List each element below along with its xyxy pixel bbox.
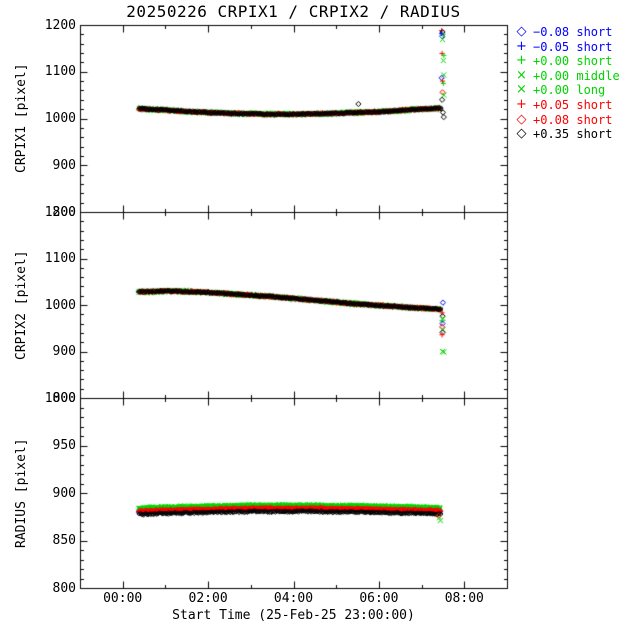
y-tick-label: 950 (52, 438, 76, 453)
y-tick-label: 1000 (44, 297, 76, 313)
legend-item: ◇ −0.08 short (513, 24, 613, 40)
legend-marker-cross-icon: × (516, 67, 527, 83)
x-tick-label: 02:00 (188, 591, 228, 606)
legend-marker-cross-icon: × (516, 82, 527, 98)
legend-label: −0.08 short (533, 25, 613, 39)
legend-label: +0.00 long (533, 83, 606, 98)
y-tick-label: 900 (52, 157, 76, 173)
legend-item: × +0.00 middle (513, 68, 620, 83)
y-tick-label: 900 (52, 344, 76, 359)
legend-label: +0.00 middle (533, 68, 620, 83)
legend-marker-plus-icon: + (516, 53, 527, 69)
legend-label: +0.00 short (533, 54, 613, 69)
x-tick-label: 06:00 (359, 591, 399, 606)
legend-marker-diamond-icon: ◇ (516, 126, 527, 142)
legend-label: +0.08 short (533, 112, 613, 127)
y-tick-label: 800 (52, 390, 76, 406)
y-tick-label: 800 (52, 204, 76, 220)
x-tick-label: 04:00 (273, 591, 314, 606)
y-tick-label: 850 (52, 533, 76, 548)
legend-label: −0.05 short (533, 39, 613, 54)
legend-marker-plus-icon: + (516, 97, 527, 112)
legend-marker-plus-icon: + (516, 38, 527, 54)
y-tick-label: 800 (52, 580, 76, 596)
y-tick-label: 1100 (44, 64, 76, 80)
y-tick-label: 1200 (44, 204, 76, 220)
legend-item: × +0.00 long (513, 83, 605, 98)
legend-item: ◇ +0.08 short (513, 111, 613, 127)
y-tick-label: 1200 (44, 17, 76, 33)
legend-item: + +0.00 short (513, 54, 612, 69)
y-tick-label: 1100 (44, 251, 76, 266)
legend-item: + +0.05 short (513, 98, 612, 113)
legend-label: +0.35 short (533, 127, 613, 142)
legend-item: ◇ +0.35 short (513, 126, 613, 142)
legend-marker-diamond-icon: ◇ (516, 111, 527, 127)
y-tick-label: 1000 (44, 111, 76, 126)
x-tick-label: 08:00 (444, 591, 484, 606)
x-axis-label: Start Time (25-Feb-25 23:00:00) (172, 608, 415, 623)
x-tick-label: 00:00 (103, 591, 143, 606)
legend-label: +0.05 short (533, 98, 613, 112)
y-tick-label: 1000 (44, 390, 76, 406)
legend-marker-diamond-icon: ◇ (516, 24, 527, 39)
y-tick-label: 900 (52, 485, 76, 501)
chart-title: 20250226 CRPIX1 / CRPIX2 / RADIUS (126, 2, 461, 21)
legend-item: + −0.05 short (513, 39, 612, 54)
